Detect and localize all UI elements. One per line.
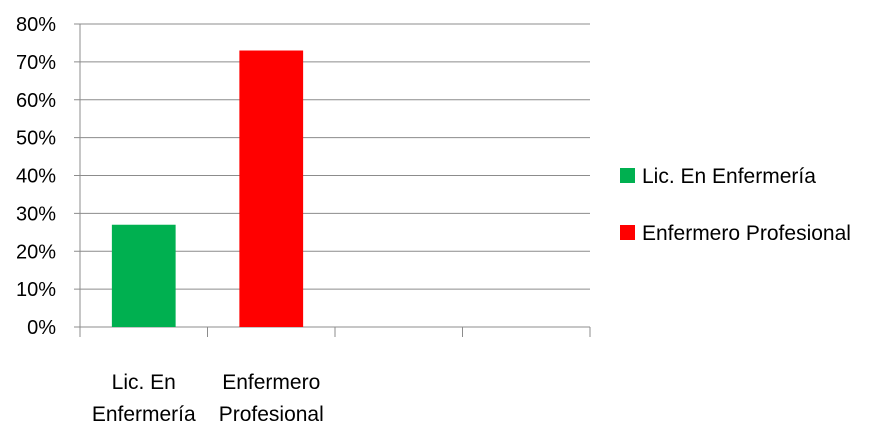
bar: [239, 50, 304, 327]
y-tick-label: 30%: [16, 203, 56, 225]
y-tick-label: 40%: [16, 166, 56, 188]
axes: 0% 10% 20% 30% 40% 50% 60% 70% 80% Lic. En Enferme…: [16, 14, 591, 426]
x-category-label: Enfermería: [92, 403, 196, 426]
legend-swatch: [620, 168, 635, 183]
y-tick-label: 0%: [27, 317, 56, 339]
x-category-label: Lic. En: [112, 371, 176, 394]
legend-label: Lic. En Enfermería: [642, 165, 816, 188]
x-category-label: Enfermero: [222, 371, 320, 394]
y-tick-label: 50%: [16, 128, 56, 150]
y-tick-label: 60%: [16, 90, 56, 112]
legend: Lic. En Enfermería Enfermero Profesional: [620, 165, 851, 245]
bars: [111, 50, 304, 327]
y-tick-label: 80%: [16, 14, 56, 36]
legend-label: Enfermero Profesional: [642, 222, 851, 245]
y-tick-label: 10%: [16, 279, 56, 301]
x-category-label: Profesional: [219, 403, 324, 426]
y-tick-label: 20%: [16, 241, 56, 263]
legend-swatch: [620, 225, 635, 240]
bar: [111, 224, 176, 327]
y-tick-label: 70%: [16, 52, 56, 74]
